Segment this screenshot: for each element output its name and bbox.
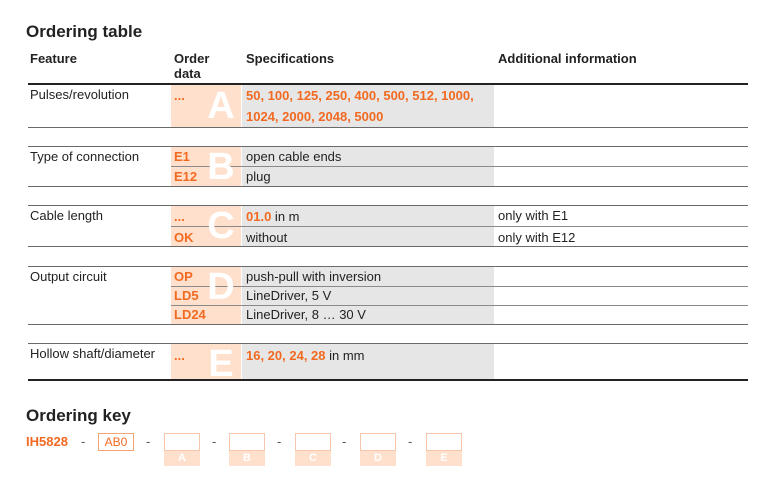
feature-shaft: Hollow shaft/diameter (30, 346, 155, 361)
key-title: Ordering key (26, 406, 131, 425)
section-a-bottom-rule (28, 127, 748, 128)
section-letter-c: C (207, 205, 235, 247)
section-letter-a: A (207, 85, 235, 127)
spec-op: push-pull with inversion (246, 269, 382, 284)
spec-cable-length: 01.0 in m (246, 209, 299, 224)
spec-cable-value: 01.0 (246, 209, 272, 224)
section-b-top-rule (28, 146, 748, 147)
key-slot-d-label: D (360, 451, 396, 466)
table-title: Ordering table (26, 22, 143, 41)
spec-e12: plug (246, 169, 271, 184)
key-slot-e-label: E (426, 451, 462, 466)
row-divider-b (171, 166, 748, 167)
section-c-top-rule (28, 205, 748, 206)
section-letter-e: E (208, 343, 234, 385)
section-letter-d: D (207, 266, 235, 308)
spec-shaft-unit: in mm (325, 348, 365, 363)
table-bottom-rule (28, 379, 748, 381)
feature-output: Output circuit (30, 269, 107, 284)
code-e1: E1 (174, 149, 190, 164)
key-dash-5: - (342, 434, 347, 449)
key-dash-2: - (146, 434, 151, 449)
spec-ld5: LineDriver, 5 V (246, 288, 332, 303)
key-slot-a-label: A (164, 451, 200, 466)
spec-cell-d (242, 267, 494, 324)
header-order-line2: data (174, 66, 201, 81)
key-slot-d (360, 433, 396, 451)
section-e-top-rule (28, 343, 748, 344)
row-divider-d2 (171, 305, 748, 306)
feature-pulses: Pulses/revolution (30, 87, 129, 102)
feature-cable: Cable length (30, 208, 103, 223)
code-cable-length: ... (174, 209, 185, 224)
info-cable-e12: only with E12 (498, 230, 576, 245)
key-slot-c-label: C (295, 451, 331, 466)
spec-ld24: LineDriver, 8 … 30 V (246, 307, 366, 322)
spec-e1: open cable ends (246, 149, 342, 164)
section-letter-b: B (207, 146, 235, 188)
code-pulses: ... (174, 88, 185, 103)
spec-shaft: 16, 20, 24, 28 in mm (246, 348, 365, 363)
key-slot-e (426, 433, 462, 451)
header-order-line1: Order (174, 51, 210, 66)
header-specifications: Specifications (246, 51, 335, 66)
info-cable-e1: only with E1 (498, 208, 569, 223)
section-c-bottom-rule (28, 246, 748, 247)
header-feature: Feature (30, 51, 77, 66)
code-ld24: LD24 (174, 307, 206, 322)
spec-cable-unit: in m (271, 209, 300, 224)
code-ok: OK (174, 230, 194, 245)
key-slot-c (295, 433, 331, 451)
key-fixed-ab0: AB0 (98, 433, 134, 451)
row-divider-c (171, 226, 748, 227)
section-d-bottom-rule (28, 324, 748, 325)
key-dash-3: - (212, 434, 217, 449)
spec-pulses: 50, 100, 125, 250, 400, 500, 512, 1000, … (246, 88, 474, 124)
code-e12: E12 (174, 169, 198, 184)
order-cell-a (171, 85, 241, 127)
order-cell-d (171, 267, 241, 324)
feature-connection: Type of connection (30, 149, 140, 164)
key-dash-4: - (277, 434, 282, 449)
key-dash-6: - (408, 434, 413, 449)
key-slot-b-label: B (229, 451, 265, 466)
spec-shaft-values: 16, 20, 24, 28 (246, 348, 326, 363)
table-top-rule (28, 83, 748, 85)
header-order-data: Order data (174, 51, 209, 81)
key-model: IH5828 (26, 434, 68, 449)
row-divider-d1 (171, 286, 748, 287)
header-additional: Additional information (498, 51, 637, 66)
section-d-top-rule (28, 266, 748, 267)
code-op: OP (174, 269, 193, 284)
code-ld5: LD5 (174, 288, 199, 303)
key-slot-b (229, 433, 265, 451)
spec-cell-a (242, 85, 494, 127)
code-shaft: ... (174, 348, 185, 363)
key-dash-1: - (81, 434, 86, 449)
key-slot-a (164, 433, 200, 451)
spec-cell-e (242, 344, 494, 379)
spec-ok: without (246, 230, 288, 245)
section-b-bottom-rule (28, 186, 748, 187)
order-cell-e (171, 344, 241, 379)
